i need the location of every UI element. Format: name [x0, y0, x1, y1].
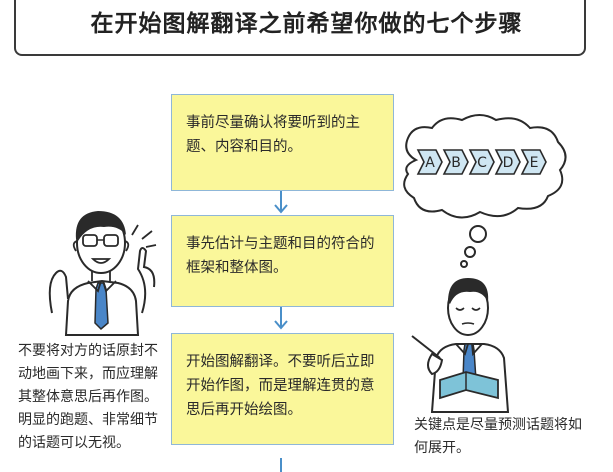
man-thinking-icon [411, 278, 510, 413]
step-2-box: 事先估计与主题和目的符合的框架和整体图。 [171, 215, 394, 307]
arrow-down-icon [280, 458, 282, 472]
left-caption: 不要将对方的话原封不动地画下来，而应理解其整体意思后再作图。明显的跑题、非常细节… [18, 340, 170, 455]
sequence-chevron-a [416, 149, 443, 175]
sequence-letter-c: C [477, 155, 487, 171]
title-frame [14, 0, 586, 56]
sequence-letter-d: D [503, 155, 514, 171]
step-3-box: 开始图解翻译。不要听后立即开始作图，而是理解连贯的意思后再开始绘图。 [171, 333, 394, 445]
step-1-text: 事前尽量确认将要听到的主题、内容和目的。 [186, 115, 360, 155]
right-caption: 关键点是尽量预测话题将如何展开。 [414, 414, 594, 460]
sequence-chevron-c [468, 149, 495, 175]
step-3-text: 开始图解翻译。不要听后立即开始作图，而是理解连贯的意思后再开始绘图。 [186, 354, 375, 418]
sequence-letter-a: A [425, 155, 435, 171]
sequence-chevron-e [520, 149, 547, 175]
right-caption-text: 关键点是尽量预测话题将如何展开。 [414, 417, 582, 456]
arrow-down-icon [274, 307, 288, 330]
step-1-box: 事前尽量确认将要听到的主题、内容和目的。 [171, 94, 394, 191]
sequence-letter-e: E [530, 155, 539, 171]
page-title: 在开始图解翻译之前希望你做的七个步骤 [90, 11, 523, 37]
step-2-text: 事先估计与主题和目的符合的框架和整体图。 [186, 236, 375, 276]
man-explaining-icon [48, 211, 157, 336]
left-caption-text: 不要将对方的话原封不动地画下来，而应理解其整体意思后再作图。明显的跑题、非常细节… [18, 343, 158, 451]
sequence-letter-b: B [451, 155, 461, 171]
arrow-down-icon [274, 191, 288, 214]
sequence-chevron-b [442, 149, 469, 175]
sequence-chevron-d [494, 149, 521, 175]
